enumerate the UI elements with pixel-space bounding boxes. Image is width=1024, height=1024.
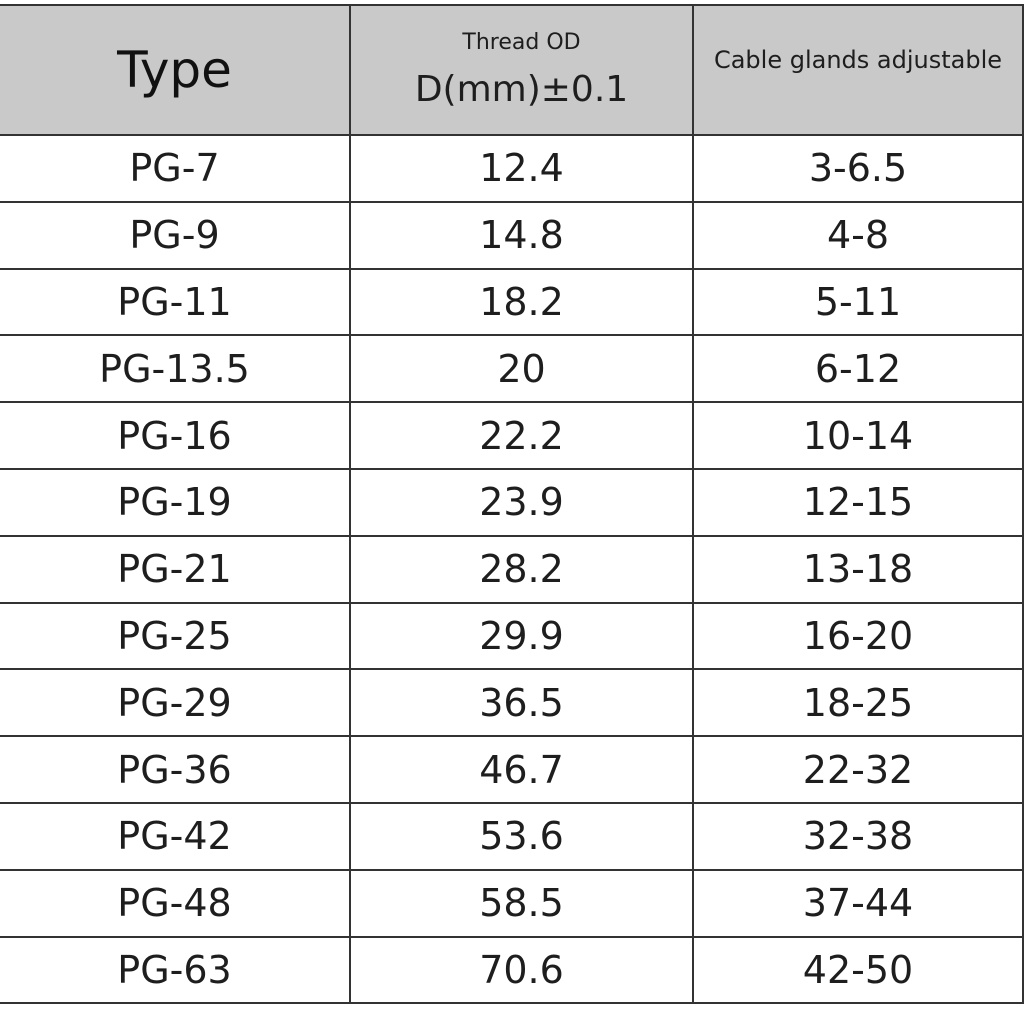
cell-text: 10-14	[802, 413, 914, 458]
table-cell: 16-20	[694, 603, 1024, 671]
table-cell: PG-21	[0, 536, 351, 604]
cell-text: 53.6	[479, 814, 564, 859]
table-cell: 18.2	[351, 269, 694, 337]
table-cell: PG-63	[0, 937, 351, 1005]
cell-text: 12.4	[479, 146, 564, 191]
cell-text: 5-11	[814, 279, 902, 324]
cell-text: PG-11	[117, 279, 232, 324]
cell-text: 4-8	[826, 213, 890, 258]
table-cell: 3-6.5	[694, 136, 1024, 203]
table-cell: PG-48	[0, 870, 351, 938]
header-text: Cable glands adjustable	[713, 46, 1003, 74]
header-text: Thread OD	[462, 30, 581, 55]
cell-text: PG-36	[117, 747, 232, 792]
table-cell: 20	[351, 336, 694, 404]
header-cell: Cable glands adjustable	[694, 4, 1024, 136]
cell-text: PG-7	[129, 146, 220, 191]
cell-text: 20	[497, 346, 546, 391]
cell-text: 3-6.5	[808, 146, 908, 191]
cell-text: PG-25	[117, 613, 232, 658]
cell-text: PG-29	[117, 680, 232, 725]
header-text: D(mm)±0.1	[414, 69, 629, 110]
table-cell: PG-9	[0, 202, 351, 270]
cell-text: 42-50	[802, 947, 914, 992]
table-cell: 53.6	[351, 804, 694, 871]
table-cell: 22.2	[351, 403, 694, 470]
table-cell: PG-29	[0, 670, 351, 738]
cell-text: 12-15	[802, 480, 914, 525]
table-cell: 14.8	[351, 202, 694, 270]
table-cell: 12.4	[351, 136, 694, 203]
table-cell: 58.5	[351, 870, 694, 938]
cell-text: 37-44	[802, 881, 914, 926]
cell-text: 13-18	[802, 547, 914, 592]
table-cell: 10-14	[694, 403, 1024, 470]
cell-text: PG-19	[117, 480, 232, 525]
cell-text: 70.6	[479, 947, 564, 992]
cell-text: 36.5	[479, 680, 564, 725]
table-cell: 46.7	[351, 737, 694, 804]
table-cell: PG-7	[0, 136, 351, 203]
cell-text: 32-38	[802, 814, 914, 859]
table-cell: 29.9	[351, 603, 694, 671]
table-cell: PG-13.5	[0, 336, 351, 404]
table-cell: 28.2	[351, 536, 694, 604]
table-cell: 13-18	[694, 536, 1024, 604]
table-cell: 23.9	[351, 470, 694, 537]
cell-text: PG-63	[117, 947, 232, 992]
table-cell: 6-12	[694, 336, 1024, 404]
table-cell: 5-11	[694, 269, 1024, 337]
cell-text: 14.8	[479, 213, 564, 258]
cell-text: 58.5	[479, 881, 564, 926]
table-cell: 4-8	[694, 202, 1024, 270]
table-cell: PG-36	[0, 737, 351, 804]
table-cell: 22-32	[694, 737, 1024, 804]
header-text: Type	[117, 41, 232, 99]
table-cell: PG-42	[0, 804, 351, 871]
table-cell: PG-16	[0, 403, 351, 470]
table-cell: 36.5	[351, 670, 694, 738]
header-cell: Type	[0, 4, 351, 136]
cell-text: 16-20	[802, 613, 914, 658]
table-cell: 32-38	[694, 804, 1024, 871]
cell-text: PG-21	[117, 547, 232, 592]
cell-text: 22-32	[802, 747, 914, 792]
table-cell: PG-19	[0, 470, 351, 537]
cell-text: 29.9	[479, 613, 564, 658]
table-cell: 37-44	[694, 870, 1024, 938]
table-cell: PG-25	[0, 603, 351, 671]
cell-text: 18-25	[802, 680, 914, 725]
header-cell: Thread OD D(mm)±0.1	[351, 4, 694, 136]
table-cell: 70.6	[351, 937, 694, 1005]
cell-text: PG-42	[117, 814, 232, 859]
table-cell: PG-11	[0, 269, 351, 337]
table-cell: 18-25	[694, 670, 1024, 738]
table-cell: 42-50	[694, 937, 1024, 1005]
cell-text: 46.7	[479, 747, 564, 792]
cell-text: 28.2	[479, 547, 564, 592]
cell-text: PG-48	[117, 881, 232, 926]
cell-text: 23.9	[479, 480, 564, 525]
table-cell: 12-15	[694, 470, 1024, 537]
cell-text: PG-9	[129, 213, 220, 258]
cell-text: PG-13.5	[99, 346, 250, 391]
cell-text: 6-12	[814, 346, 902, 391]
cell-text: 18.2	[479, 279, 564, 324]
cell-text: PG-16	[117, 413, 232, 458]
cell-text: 22.2	[479, 413, 564, 458]
